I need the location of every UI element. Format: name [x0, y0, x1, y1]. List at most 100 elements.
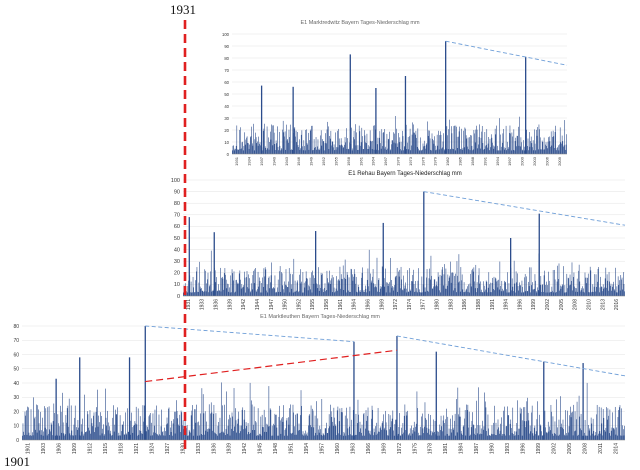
- bar: [248, 288, 250, 296]
- bar: [402, 130, 403, 154]
- bar: [426, 427, 428, 440]
- bar: [232, 416, 233, 440]
- bar: [227, 425, 229, 440]
- bar: [366, 133, 368, 154]
- bar: [457, 275, 458, 296]
- bar: [556, 148, 558, 154]
- bar: [314, 147, 316, 154]
- x-tick-label: 1918: [119, 443, 125, 454]
- bar: [522, 420, 524, 440]
- bar: [419, 426, 421, 440]
- bar: [52, 435, 53, 440]
- bar: [597, 435, 599, 440]
- bar: [505, 281, 506, 296]
- bar: [259, 142, 261, 154]
- bar: [401, 279, 402, 296]
- bar: [405, 124, 407, 154]
- bar: [441, 426, 443, 440]
- bar: [326, 422, 327, 440]
- bar: [509, 133, 510, 154]
- peak-bar: [315, 231, 317, 296]
- bar: [97, 389, 98, 440]
- bar: [273, 132, 275, 154]
- bar: [444, 435, 446, 440]
- bar: [566, 435, 568, 440]
- y-tick-label: 70: [13, 338, 19, 344]
- bar: [190, 432, 191, 440]
- bar: [444, 423, 445, 440]
- bar: [223, 289, 224, 296]
- peak-bar: [396, 335, 398, 440]
- bar: [590, 435, 591, 440]
- bar: [105, 417, 107, 440]
- x-tick-label: 1940: [271, 156, 276, 166]
- bar: [246, 426, 248, 440]
- bar: [357, 399, 359, 440]
- bar: [381, 266, 383, 296]
- bar: [354, 139, 355, 154]
- bar: [523, 140, 524, 154]
- bar: [599, 292, 600, 296]
- bar: [86, 411, 88, 440]
- bar: [317, 139, 319, 154]
- x-tick-label: 1967: [383, 156, 388, 166]
- bar: [153, 425, 155, 440]
- bar: [229, 292, 231, 296]
- bar: [58, 426, 60, 440]
- y-tick-label: 60: [224, 80, 229, 85]
- bar: [402, 289, 403, 296]
- bar: [249, 433, 250, 440]
- bar: [376, 144, 378, 154]
- bar: [166, 417, 168, 440]
- x-tick-label: 1999: [536, 443, 542, 454]
- bar: [457, 387, 459, 440]
- bar: [281, 418, 282, 440]
- bar: [330, 280, 332, 296]
- bar: [222, 405, 223, 440]
- bar: [190, 415, 192, 440]
- peak-bar: [292, 86, 294, 154]
- bar: [569, 274, 571, 296]
- bar: [445, 268, 447, 296]
- peak-bar: [260, 85, 263, 154]
- bar: [501, 435, 503, 440]
- bar: [491, 425, 493, 440]
- bar: [293, 258, 295, 296]
- bar: [440, 131, 441, 154]
- bar: [383, 278, 385, 296]
- bar: [231, 292, 232, 296]
- bars-group: [183, 249, 625, 296]
- bar: [485, 146, 486, 154]
- bar: [566, 433, 567, 440]
- bar: [415, 281, 416, 296]
- bar: [537, 287, 538, 296]
- bar: [200, 288, 202, 296]
- bar: [357, 423, 358, 440]
- peak-bar: [423, 191, 425, 296]
- bar: [367, 416, 368, 440]
- bar: [503, 433, 505, 440]
- bar: [534, 288, 535, 296]
- bar: [496, 281, 497, 296]
- bar: [295, 291, 297, 296]
- bar: [393, 142, 395, 154]
- bar: [391, 144, 392, 154]
- bar: [159, 434, 160, 440]
- bar: [348, 426, 350, 440]
- bar: [216, 435, 218, 440]
- bar: [349, 142, 350, 154]
- bar: [242, 286, 244, 296]
- bar: [482, 292, 483, 296]
- bar: [301, 130, 303, 154]
- bar: [207, 279, 208, 296]
- bar: [331, 141, 333, 154]
- bar: [235, 291, 236, 296]
- bar: [483, 285, 485, 296]
- bar: [507, 272, 508, 296]
- bar: [496, 280, 498, 296]
- bar: [260, 145, 261, 154]
- bar: [178, 425, 180, 440]
- bar: [350, 434, 351, 440]
- bar: [45, 408, 47, 440]
- bar: [587, 273, 589, 296]
